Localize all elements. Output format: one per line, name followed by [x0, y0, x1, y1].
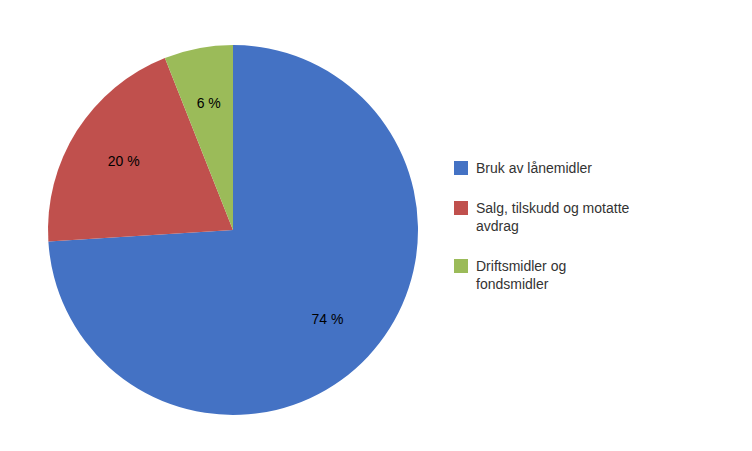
html-text:Salg, tilskudd og motatte: Salg, tilskudd og motatte [476, 199, 630, 216]
svg-text:74 %: 74 % [311, 311, 343, 327]
svg-text:20 %: 20 % [108, 153, 140, 169]
html-text:fondsmidler: fondsmidler [476, 275, 549, 292]
html-text:Driftsmidler og: Driftsmidler og [476, 257, 567, 274]
html-text:avdrag: avdrag [476, 217, 519, 234]
svg-text:6 %: 6 % [197, 95, 221, 111]
html-text:Bruk av lånemidler: Bruk av lånemidler [476, 159, 592, 176]
